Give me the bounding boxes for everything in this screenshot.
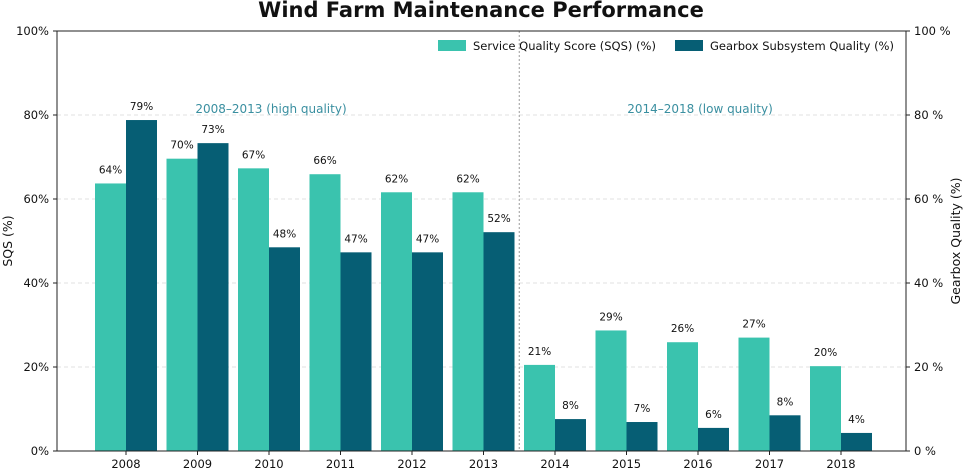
data-label-sqs: 26% [671,323,694,335]
y-axis-label: SQS (%) [0,215,15,266]
bar-gearbox [698,427,729,451]
data-label-sqs: 20% [814,347,837,359]
data-label-sqs: 66% [313,155,336,167]
y-tick-label: 60% [23,192,49,206]
data-label-gearbox: 73% [201,124,224,136]
y2-tick-label: 80 % [914,108,943,122]
bar-gearbox [126,120,157,451]
bar-sqs [595,330,627,451]
bar-gearbox [340,252,372,451]
x-tick-label: 2015 [612,457,641,468]
legend-label-sqs: Service Quality Score (SQS) (%) [473,39,656,53]
y-tick-label: 80% [23,108,49,122]
data-label-sqs: 62% [456,173,479,185]
data-label-sqs: 70% [170,140,193,152]
x-tick-label: 2018 [826,457,855,468]
legend-label-gearbox: Gearbox Subsystem Quality (%) [710,39,894,53]
bar-gearbox [841,432,872,451]
x-tick-label: 2012 [397,457,426,468]
y-tick-label: 40% [23,276,49,290]
bar-sqs [524,364,555,451]
bar-gearbox [197,143,229,451]
bar-sqs [238,168,269,451]
legend-swatch-gearbox [675,40,703,51]
bar-sqs [810,366,841,451]
y-tick-label: 100% [16,24,49,38]
bar-sqs [95,183,126,451]
bar-gearbox [769,415,801,451]
data-label-gearbox: 47% [416,233,439,245]
bar-sqs [309,174,341,451]
x-tick-label: 2013 [469,457,498,468]
bar-sqs [738,337,770,451]
bar-gearbox [483,232,515,451]
y-tick-label: 20% [23,360,49,374]
x-tick-label: 2011 [326,457,355,468]
x-tick-label: 2016 [683,457,712,468]
data-label-gearbox: 8% [777,396,794,408]
data-label-gearbox: 48% [273,228,296,240]
x-tick-label: 2017 [755,457,784,468]
chart-title: Wind Farm Maintenance Performance [258,0,704,22]
bar-gearbox [626,422,658,451]
data-label-sqs: 27% [742,319,765,331]
data-label-sqs: 21% [528,346,551,358]
data-label-gearbox: 47% [344,233,367,245]
data-label-sqs: 64% [99,164,122,176]
y2-tick-label: 20 % [914,360,943,374]
y2-tick-label: 60 % [914,192,943,206]
x-tick-label: 2010 [254,457,283,468]
data-label-gearbox: 6% [705,409,722,421]
y2-axis-label: Gearbox Quality (%) [948,177,963,304]
bar-sqs [452,192,484,451]
x-tick-label: 2009 [183,457,212,468]
bar-gearbox [412,252,443,451]
legend-swatch-sqs [438,40,466,51]
annotation-low-quality: 2014–2018 (low quality) [627,102,773,116]
data-label-gearbox: 79% [130,101,153,113]
annotation-high-quality: 2008–2013 (high quality) [195,102,346,116]
bar-gearbox [269,247,300,451]
data-label-gearbox: 8% [562,400,579,412]
y2-tick-label: 40 % [914,276,943,290]
bar-sqs [166,158,198,451]
x-tick-label: 2014 [540,457,569,468]
data-label-gearbox: 4% [848,414,865,426]
data-label-gearbox: 7% [634,403,651,415]
bar-sqs [381,192,412,451]
data-label-sqs: 67% [242,149,265,161]
y-tick-label: 0% [31,444,49,458]
data-label-sqs: 62% [385,173,408,185]
data-label-gearbox: 52% [487,213,510,225]
bar-sqs [667,342,698,451]
x-tick-label: 2008 [111,457,140,468]
y2-tick-label: 0 % [914,444,936,458]
y2-tick-label: 100 % [914,24,951,38]
data-label-sqs: 29% [599,311,622,323]
bar-gearbox [555,419,586,451]
